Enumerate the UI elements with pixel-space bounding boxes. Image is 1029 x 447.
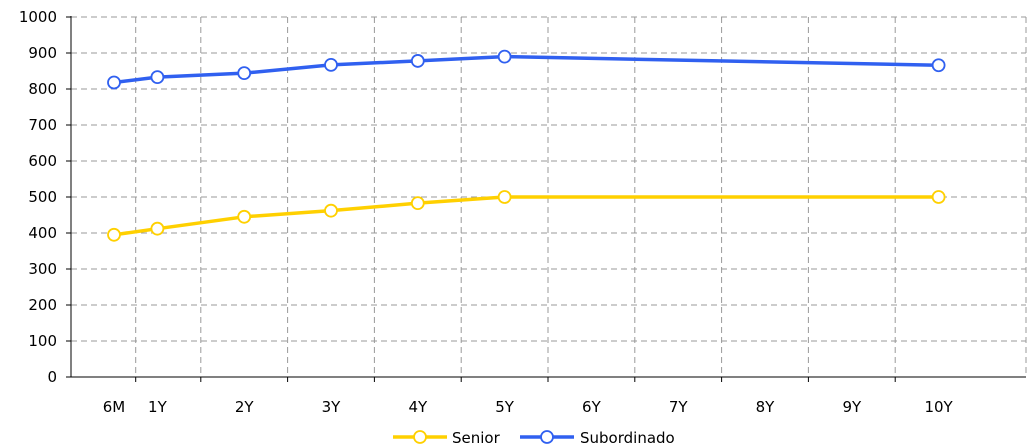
legend-label-subordinado: Subordinado	[580, 429, 675, 447]
x-tick-label: 9Y	[842, 398, 862, 416]
data-point-subordinado	[324, 57, 338, 72]
data-point-senior	[497, 190, 512, 204]
x-tick-label: 7Y	[669, 398, 689, 416]
x-tick-label: 6Y	[582, 398, 602, 416]
data-point-subordinado	[497, 49, 512, 64]
axes	[66, 16, 1026, 382]
series	[107, 49, 946, 242]
data-point-subordinado	[410, 54, 425, 68]
y-tick-label: 100	[28, 332, 57, 350]
y-tick-label: 500	[28, 188, 57, 206]
x-tick-label: 5Y	[495, 398, 515, 416]
y-tick-label: 600	[28, 152, 57, 170]
data-point-senior	[931, 190, 946, 204]
data-point-senior	[150, 221, 165, 236]
data-point-subordinado	[150, 70, 165, 85]
data-point-senior	[237, 209, 252, 224]
data-point-subordinado	[237, 66, 252, 81]
data-point-subordinado	[107, 75, 121, 90]
data-point-senior	[410, 196, 425, 211]
x-tick-label: 10Y	[924, 398, 953, 416]
legend-marker-senior	[413, 430, 427, 444]
x-tick-label: 4Y	[408, 398, 428, 416]
y-tick-label: 900	[28, 44, 57, 62]
legend-label-senior: Senior	[452, 429, 501, 447]
x-tick-label: 3Y	[322, 398, 342, 416]
x-tick-label: 1Y	[148, 398, 168, 416]
x-tick-label: 8Y	[756, 398, 776, 416]
y-axis-tick-labels: 0 100 200 300 400 500 600 700 800 900 1000	[19, 8, 57, 386]
y-tick-label: 300	[28, 260, 57, 278]
x-tick-label: 6M	[103, 398, 126, 416]
y-tick-label: 700	[28, 116, 57, 134]
grid	[71, 16, 1027, 377]
legend: Senior Subordinado	[393, 429, 675, 447]
y-tick-label: 800	[28, 80, 57, 98]
data-point-senior	[107, 227, 121, 242]
y-tick-label: 1000	[19, 8, 57, 26]
x-axis-tick-labels: 6M 1Y 2Y 3Y 4Y 5Y 6Y 7Y 8Y 9Y 10Y	[103, 398, 954, 416]
x-tick-label: 2Y	[235, 398, 255, 416]
series-line-subordinado	[113, 54, 939, 85]
data-point-subordinado	[931, 58, 946, 73]
y-tick-label: 200	[28, 296, 57, 314]
y-tick-label: 0	[47, 368, 57, 386]
legend-marker-subordinado	[540, 430, 554, 444]
y-tick-label: 400	[28, 224, 57, 242]
data-point-senior	[324, 203, 338, 218]
